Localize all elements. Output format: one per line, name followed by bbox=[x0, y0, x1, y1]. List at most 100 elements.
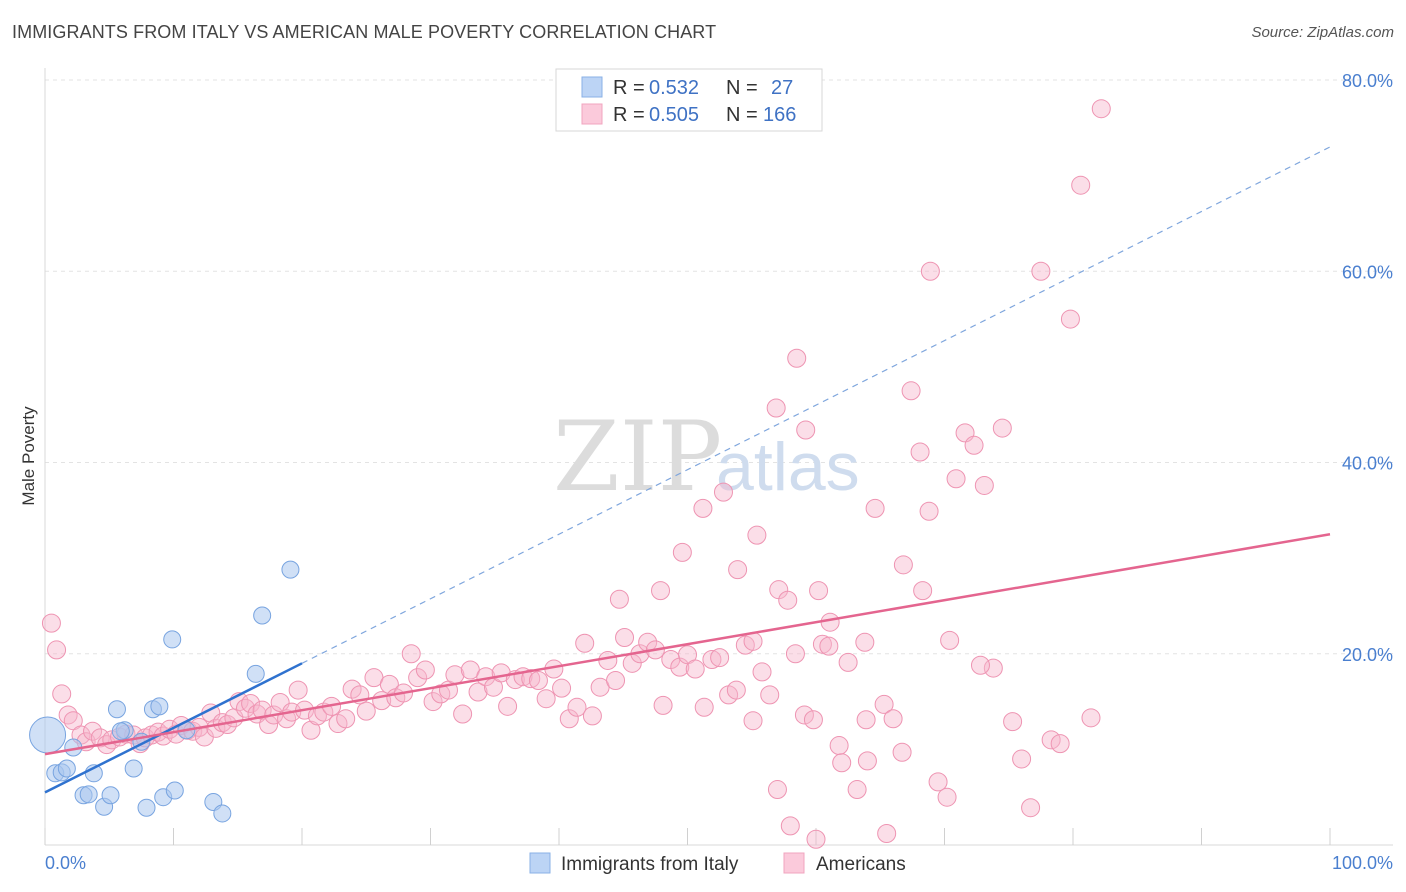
americans-trend-line bbox=[44, 532, 1331, 756]
americans-point-139 bbox=[1091, 99, 1111, 119]
watermark-zip: ZIP bbox=[553, 401, 722, 513]
legend-r-label-1: R = bbox=[613, 77, 645, 99]
trend-lines bbox=[44, 146, 1331, 794]
bottom-legend-label-americans: Americans bbox=[816, 854, 906, 875]
americans-point-99 bbox=[726, 680, 746, 700]
y-tick-label-2: 60.0% bbox=[1342, 262, 1393, 282]
americans-point-81 bbox=[582, 706, 602, 726]
americans-point-7 bbox=[83, 721, 103, 741]
y-tick-label-3: 80.0% bbox=[1342, 71, 1393, 91]
americans-point-96 bbox=[702, 649, 722, 669]
americans-point-135 bbox=[1050, 734, 1070, 754]
legend-box: R = 0.532 N = 27 R = 0.505 N = 166 bbox=[555, 68, 823, 132]
americans-point-102 bbox=[752, 662, 772, 682]
americans-point-137 bbox=[1071, 175, 1091, 195]
americans-point-66 bbox=[468, 682, 488, 702]
legend-swatch-italy bbox=[581, 76, 603, 98]
americans-point-117 bbox=[883, 709, 903, 729]
americans-point-155 bbox=[766, 398, 786, 418]
americans-point-0 bbox=[41, 613, 61, 633]
legend-n-value-2: 166 bbox=[763, 104, 796, 126]
italy-point-23 bbox=[246, 664, 265, 683]
watermark: ZIP atlas bbox=[553, 401, 860, 513]
y-axis-label: Male Poverty bbox=[19, 406, 38, 506]
americans-point-1 bbox=[47, 640, 67, 660]
americans-point-83 bbox=[598, 650, 618, 670]
americans-point-156 bbox=[787, 348, 807, 368]
legend-n-value-1: 27 bbox=[771, 77, 793, 99]
italy-point-9 bbox=[101, 786, 120, 805]
americans-point-136 bbox=[1060, 309, 1080, 329]
italy-point-12 bbox=[124, 759, 143, 778]
italy-point-3 bbox=[57, 759, 76, 778]
americans-point-143 bbox=[806, 829, 826, 849]
americans-point-79 bbox=[567, 697, 587, 717]
americans-point-58 bbox=[408, 668, 428, 688]
americans-point-132 bbox=[1021, 798, 1041, 818]
americans-point-73 bbox=[521, 669, 541, 689]
legend-r-value-1: 0.532 bbox=[649, 77, 699, 99]
americans-point-142 bbox=[780, 816, 800, 836]
bottom-legend-swatch-italy bbox=[529, 852, 551, 874]
x-tick-label-min: 0.0% bbox=[45, 853, 86, 873]
americans-point-147 bbox=[893, 555, 913, 575]
americans-point-64 bbox=[453, 704, 473, 724]
americans-point-124 bbox=[946, 469, 966, 489]
axes bbox=[44, 68, 1393, 846]
americans-point-127 bbox=[974, 475, 994, 495]
americans-point-126 bbox=[964, 435, 984, 455]
americans-point-108 bbox=[803, 710, 823, 730]
americans-point-159 bbox=[819, 636, 839, 656]
italy-point-19 bbox=[165, 781, 184, 800]
americans-point-2 bbox=[52, 684, 72, 704]
italy-trend-line bbox=[44, 662, 303, 794]
italy-trend-extension bbox=[301, 146, 1331, 664]
italy-point-22 bbox=[213, 804, 232, 823]
americans-point-43 bbox=[301, 720, 321, 740]
americans-point-123 bbox=[937, 787, 957, 807]
italy-point-26 bbox=[111, 722, 130, 741]
americans-point-114 bbox=[856, 710, 876, 730]
legend-n-label-1: N = bbox=[726, 77, 758, 99]
italy-point-25 bbox=[281, 560, 300, 579]
americans-point-85 bbox=[615, 627, 635, 647]
americans-point-116 bbox=[874, 694, 894, 714]
legend-r-value-2: 0.505 bbox=[649, 104, 699, 126]
americans-point-74 bbox=[528, 671, 548, 691]
americans-point-149 bbox=[920, 261, 940, 281]
americans-point-59 bbox=[415, 660, 435, 680]
chart-title: IMMIGRANTS FROM ITALY VS AMERICAN MALE P… bbox=[12, 22, 717, 42]
americans-point-150 bbox=[672, 542, 692, 562]
americans-point-60 bbox=[423, 692, 443, 712]
americans-point-154 bbox=[747, 525, 767, 545]
americans-point-33 bbox=[241, 693, 261, 713]
americans-point-141 bbox=[767, 780, 787, 800]
americans-point-161 bbox=[940, 630, 960, 650]
americans-point-41 bbox=[288, 680, 308, 700]
americans-point-95 bbox=[694, 697, 714, 717]
americans-point-80 bbox=[575, 633, 595, 653]
americans-point-75 bbox=[536, 689, 556, 709]
legend-r-label-2: R = bbox=[613, 104, 645, 126]
americans-point-78 bbox=[559, 709, 579, 729]
italy-point-6 bbox=[79, 785, 98, 804]
bottom-legend-swatch-americans bbox=[783, 852, 805, 874]
americans-point-94 bbox=[685, 659, 705, 679]
americans-point-138 bbox=[1081, 708, 1101, 728]
americans-point-160 bbox=[855, 632, 875, 652]
grid-lines bbox=[45, 79, 1393, 655]
legend-n-label-2: N = bbox=[726, 104, 758, 126]
americans-point-129 bbox=[992, 418, 1012, 438]
americans-point-145 bbox=[857, 751, 877, 771]
chart-source: Source: ZipAtlas.com bbox=[1251, 24, 1394, 41]
americans-point-140 bbox=[743, 711, 763, 731]
americans-point-146 bbox=[877, 824, 897, 844]
bottom-legend-label-italy: Immigrants from Italy bbox=[561, 854, 739, 875]
americans-point-119 bbox=[901, 381, 921, 401]
italy-point-24 bbox=[253, 606, 272, 625]
americans-point-109 bbox=[812, 634, 832, 654]
italy-point-10 bbox=[107, 700, 126, 719]
americans-point-151 bbox=[693, 498, 713, 518]
americans-point-130 bbox=[1003, 712, 1023, 732]
